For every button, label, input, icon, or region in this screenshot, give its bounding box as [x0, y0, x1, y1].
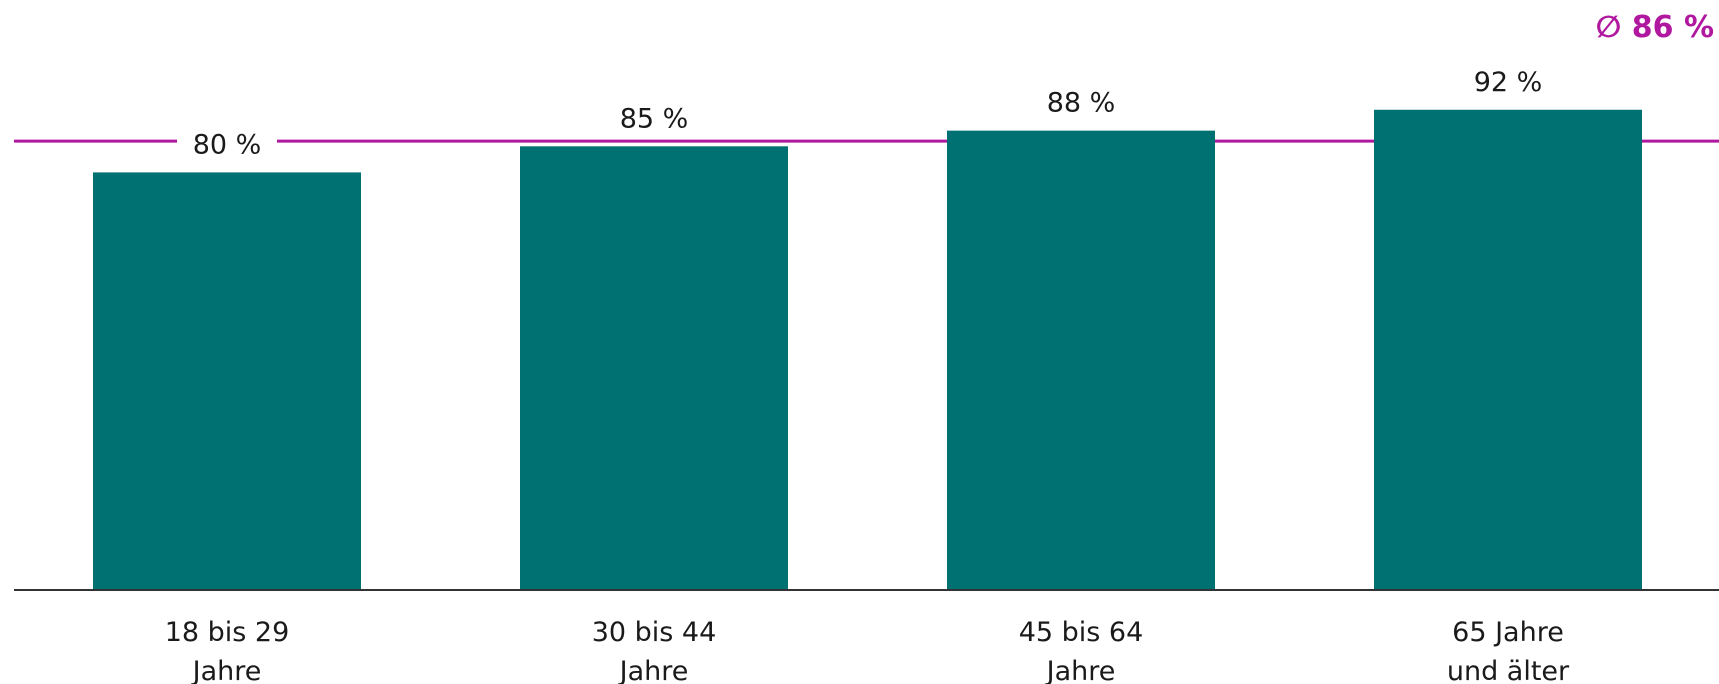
- bar: [1374, 109, 1642, 590]
- value-label-background: [177, 125, 277, 164]
- bar: [93, 172, 361, 590]
- category-tick-label: Jahre: [191, 656, 262, 684]
- bar: [947, 130, 1215, 590]
- value-labels-group: 80 % 85 % 88 % 92 %: [177, 62, 1558, 164]
- category-tick-label: und älter: [1447, 656, 1570, 684]
- category-tick-label: 45 bis 64: [1019, 617, 1144, 648]
- value-label-background: [604, 99, 704, 138]
- category-tick-label: 65 Jahre: [1452, 617, 1564, 648]
- value-label-background: [1031, 83, 1131, 122]
- bar-value-label: 88 %: [1047, 88, 1116, 119]
- average-label: ∅ 86 %: [1596, 10, 1714, 45]
- value-label-background: [1458, 62, 1558, 101]
- bar: [520, 146, 788, 591]
- category-tick-label: 30 bis 44: [592, 617, 717, 648]
- bar-value-label: 85 %: [620, 103, 689, 134]
- bar-value-label: 80 %: [193, 129, 262, 160]
- category-tick-label: Jahre: [618, 656, 689, 684]
- category-tick-label: Jahre: [1045, 656, 1116, 684]
- bar-value-label: 92 %: [1474, 67, 1543, 98]
- category-labels-group: 18 bis 29 Jahre 30 bis 44 Jahre 45 bis 64 Jah…: [165, 617, 1570, 684]
- category-tick-label: 18 bis 29: [165, 617, 290, 648]
- bars-group: [93, 109, 1642, 591]
